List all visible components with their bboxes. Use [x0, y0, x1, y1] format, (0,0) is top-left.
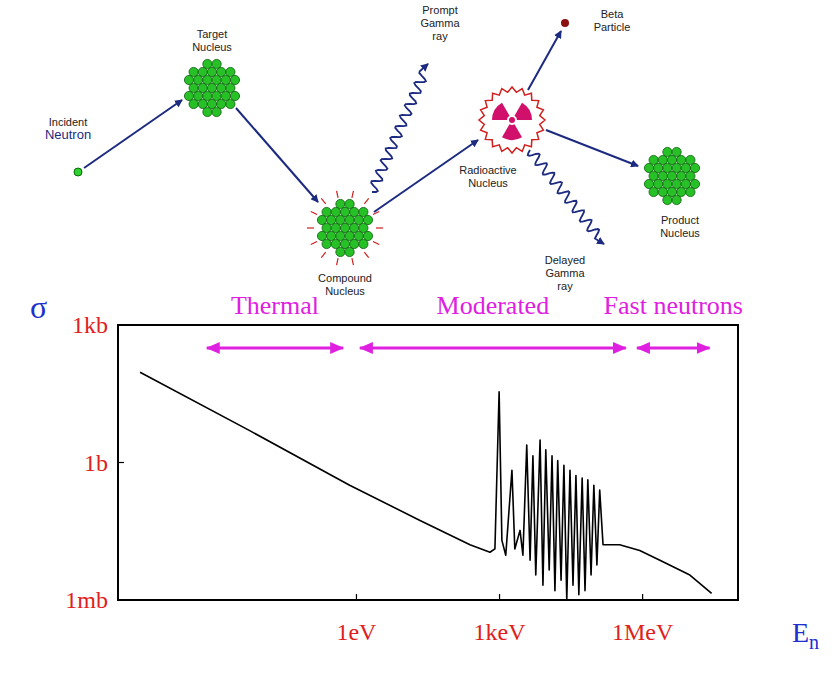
range-arrow: [207, 347, 343, 350]
node-label: RadioactiveNucleus: [459, 164, 516, 189]
excitation-spike: [307, 227, 314, 228]
plot-frame: [118, 325, 738, 600]
excitation-spike: [337, 191, 339, 198]
excitation-spike: [337, 258, 339, 265]
node-label: TargetNucleus: [192, 28, 232, 53]
node-label: IncidentNeutron: [45, 116, 91, 142]
excitation-spike: [376, 227, 383, 228]
x-tick-label: 1eV: [336, 619, 377, 645]
trefoil-blade: [502, 124, 522, 140]
node-label: DelayedGammaray: [545, 254, 586, 292]
y-tick-label: 1b: [84, 450, 108, 476]
nucleon: [203, 107, 212, 116]
trefoil-blade: [492, 103, 510, 120]
arrow-beta: [528, 31, 561, 90]
excitation-spike: [311, 212, 317, 215]
chart: 1eV 1keV 1MeV 1mb 1b 1kb σ En Thermal Moderated Fa…: [30, 289, 819, 653]
y-tick: [118, 599, 124, 600]
y-tick: [118, 324, 124, 325]
arrow-to-radioactive: [374, 140, 478, 212]
x-tick: [499, 594, 500, 600]
y-tick-label: 1mb: [65, 587, 108, 613]
trefoil-blade: [515, 103, 533, 120]
range-arrow: [637, 347, 710, 350]
neutron: [74, 168, 82, 176]
excitation-spike: [321, 252, 325, 257]
range-label: Thermal: [231, 291, 319, 320]
nucleon: [322, 239, 331, 248]
y-tick: [118, 462, 124, 463]
nucleon: [189, 99, 198, 108]
excitation-spike: [373, 241, 379, 244]
nucleon: [336, 247, 345, 256]
prompt-gamma: [371, 64, 428, 192]
nucleon: [663, 195, 672, 204]
x-axis-title: En: [792, 617, 819, 653]
radioactive-nucleus: [479, 87, 545, 153]
nucleon: [226, 99, 235, 108]
y-axis-title: σ: [30, 289, 47, 325]
trefoil-center: [509, 117, 515, 123]
range-label: Fast neutrons: [604, 291, 743, 320]
excitation-spike: [352, 191, 354, 198]
node-label: ProductNucleus: [660, 214, 700, 239]
excitation-spike: [364, 252, 368, 257]
cross-section-curve: [140, 372, 712, 600]
node-label: PromptGammaray: [420, 4, 460, 42]
x-tick: [356, 594, 357, 600]
x-tick-label: 1MeV: [612, 619, 674, 645]
nucleon: [212, 107, 221, 116]
figure: IncidentNeutron TargetNucleus CompoundNucl…: [0, 0, 840, 678]
radioactive-outline: [479, 87, 545, 153]
excitation-spike: [373, 212, 379, 215]
excitation-spike: [311, 241, 317, 244]
arrow-incident: [84, 100, 182, 168]
excitation-spike: [321, 198, 325, 203]
range-label: Moderated: [437, 291, 550, 320]
compound-nucleus: [307, 191, 383, 265]
nucleon: [359, 239, 368, 248]
product-nucleus: [644, 147, 699, 204]
range-arrow: [360, 347, 626, 350]
target-nucleus: [184, 59, 239, 116]
arrow-to-product: [546, 130, 638, 166]
nucleon: [649, 187, 658, 196]
node-label: CompoundNucleus: [318, 272, 372, 297]
x-tick: [642, 594, 643, 600]
excitation-spike: [364, 198, 368, 203]
nucleon: [672, 195, 681, 204]
excitation-spike: [352, 258, 354, 265]
diagram: IncidentNeutron TargetNucleus CompoundNucl…: [45, 4, 700, 297]
delayed-gamma: [528, 150, 604, 244]
node-label: BetaParticle: [594, 8, 631, 33]
beta-particle: [561, 19, 569, 27]
nucleon: [686, 187, 695, 196]
plot-data: [140, 372, 712, 600]
arrow-to-compound: [236, 108, 318, 202]
nucleon: [345, 247, 354, 256]
x-tick-label: 1keV: [474, 619, 527, 645]
y-tick-label: 1kb: [72, 312, 108, 338]
